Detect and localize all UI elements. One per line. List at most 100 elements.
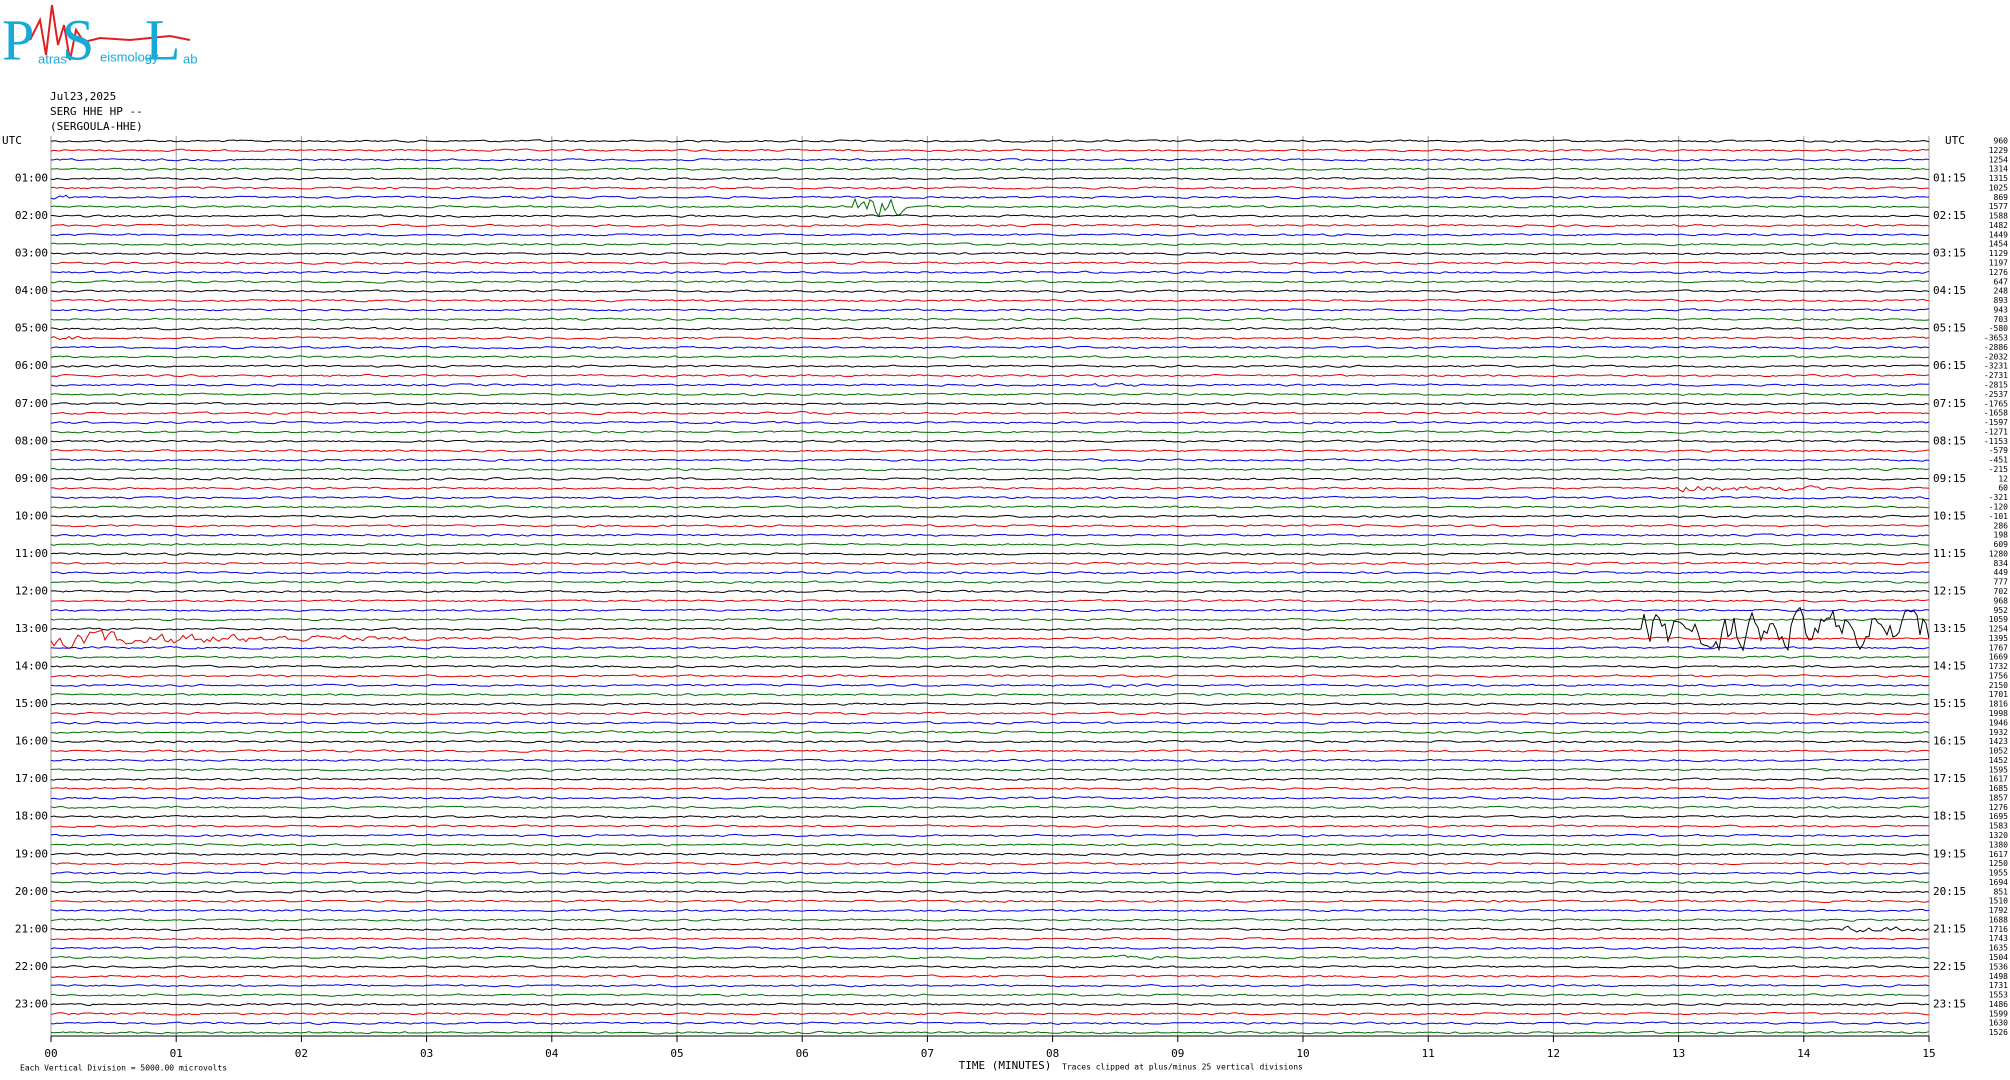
- x-tick-label: 03: [420, 1047, 433, 1060]
- hour-label: 06:00: [15, 359, 48, 372]
- trace: [50, 410, 1930, 416]
- trace: [50, 477, 1929, 481]
- trace-offset: -1658: [1984, 409, 2008, 418]
- hour-label: 01:15: [1933, 172, 1966, 185]
- trace-offset: 1731: [1989, 981, 2008, 990]
- x-tick-label: 01: [170, 1047, 183, 1060]
- trace-offset: 1423: [1989, 737, 2008, 746]
- trace: [50, 814, 1930, 819]
- trace: [50, 214, 1930, 218]
- trace-offset: 1059: [1989, 615, 2008, 624]
- x-tick-label: 11: [1422, 1047, 1435, 1060]
- trace: [50, 270, 1930, 275]
- trace: [50, 223, 1930, 228]
- trace: [50, 861, 1930, 866]
- trace-offset: 1315: [1989, 174, 2008, 183]
- trace: [50, 899, 1930, 904]
- trace-offset: -101: [1989, 512, 2008, 521]
- trace-offset: 1617: [1989, 775, 2008, 784]
- trace: [50, 664, 1930, 669]
- hour-label: UTC: [2, 134, 22, 147]
- trace-offset: 1276: [1989, 268, 2008, 277]
- hour-label: 01:00: [15, 172, 48, 185]
- trace-offset: 1577: [1989, 202, 2008, 211]
- trace: [50, 280, 1929, 284]
- trace-offset: 1229: [1989, 146, 2008, 155]
- trace-offset: 893: [1994, 296, 2009, 305]
- trace: [50, 721, 1930, 725]
- trace: [50, 448, 1930, 453]
- logo-letter: P: [2, 7, 34, 72]
- hour-label: 05:00: [15, 322, 48, 335]
- trace: [50, 630, 1930, 650]
- trace-offset: 647: [1994, 277, 2009, 286]
- trace-offset: 869: [1994, 193, 2009, 202]
- trace: [50, 364, 1930, 369]
- trace-offset: 449: [1994, 568, 2009, 577]
- trace: [50, 608, 1930, 613]
- trace: [50, 645, 1930, 650]
- trace: [50, 758, 1929, 763]
- hour-label: 16:00: [15, 735, 48, 748]
- trace-offset: 1756: [1989, 671, 2008, 680]
- trace-offset: 1732: [1989, 662, 2008, 671]
- x-tick-label: 15: [1922, 1047, 1935, 1060]
- trace: [50, 197, 1930, 218]
- trace-offset: 1955: [1989, 869, 2008, 878]
- trace: [50, 606, 1930, 652]
- trace-offset: 1482: [1989, 221, 2008, 230]
- hour-label: 15:15: [1933, 697, 1966, 710]
- trace-offset: 1669: [1989, 653, 2008, 662]
- hour-label: 04:00: [15, 284, 48, 297]
- trace-offset: 1380: [1989, 840, 2008, 849]
- trace-offset: -3231: [1984, 362, 2008, 371]
- trace: [50, 852, 1930, 857]
- x-tick-label: 14: [1797, 1047, 1811, 1060]
- hour-label: 02:15: [1933, 209, 1966, 222]
- trace: [51, 871, 1930, 875]
- trace-offset: 286: [1994, 521, 2009, 530]
- trace: [50, 533, 1930, 537]
- hour-label: 14:00: [15, 660, 48, 673]
- trace-offset: 834: [1994, 559, 2009, 568]
- trace-offset: 1449: [1989, 230, 2008, 239]
- x-tick-label: 08: [1046, 1047, 1059, 1060]
- trace: [50, 392, 1930, 397]
- trace-offset: 198: [1994, 531, 2009, 540]
- trace: [50, 925, 1930, 933]
- hour-label: 19:00: [15, 847, 48, 860]
- trace-offset: 60: [1998, 484, 2008, 493]
- trace: [50, 739, 1930, 744]
- trace-offset: 1583: [1989, 822, 2008, 831]
- trace-offset: 1454: [1989, 240, 2008, 249]
- trace-offset: 1599: [1989, 1009, 2008, 1018]
- trace-offset: 1553: [1989, 991, 2008, 1000]
- trace-offset: -2731: [1984, 371, 2008, 380]
- trace: [50, 232, 1930, 237]
- hour-label: 17:00: [15, 772, 48, 785]
- trace: [50, 148, 1930, 153]
- logo-text: eismology: [100, 49, 159, 64]
- trace-offset: 1857: [1989, 793, 2008, 802]
- hour-label: 17:15: [1933, 772, 1966, 785]
- trace: [50, 880, 1930, 885]
- trace: [50, 355, 1930, 359]
- hour-label: 22:00: [15, 960, 48, 973]
- trace: [50, 983, 1930, 988]
- trace-offset: 1630: [1989, 1019, 2008, 1028]
- x-tick-label: 12: [1547, 1047, 1560, 1060]
- title-line: Jul23,2025: [50, 90, 116, 103]
- trace: [50, 505, 1930, 509]
- hour-label: 02:00: [15, 209, 48, 222]
- trace: [50, 692, 1930, 697]
- trace: [50, 552, 1930, 556]
- trace: [50, 1021, 1930, 1025]
- trace-offset: 1395: [1989, 634, 2008, 643]
- trace-offset: 703: [1994, 315, 2009, 324]
- trace-offset: -3653: [1984, 334, 2008, 343]
- trace: [50, 401, 1930, 406]
- trace-offset: -120: [1989, 503, 2008, 512]
- x-tick-label: 13: [1672, 1047, 1685, 1060]
- trace-offset: 968: [1994, 596, 2009, 605]
